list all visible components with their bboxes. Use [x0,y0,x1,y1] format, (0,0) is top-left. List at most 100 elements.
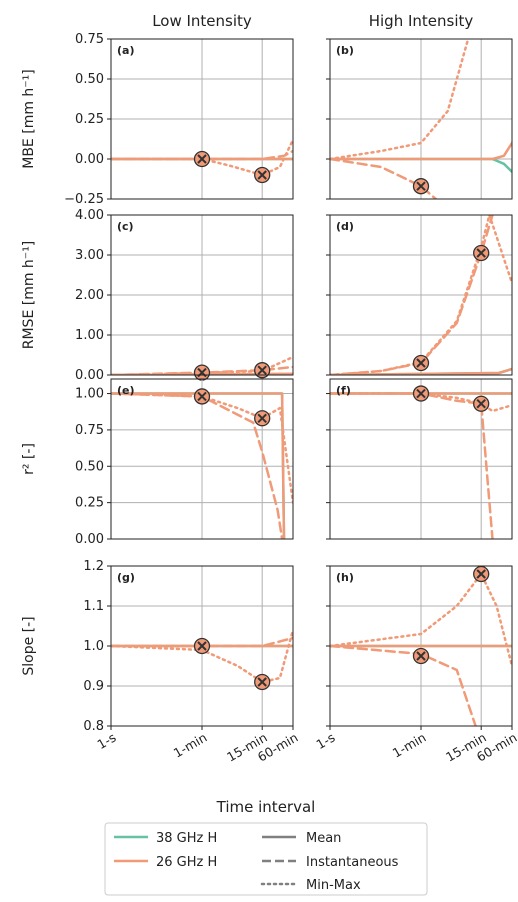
series-line-26ghz-dotted [330,39,470,161]
legend-label-minmax: Min-Max [306,878,361,893]
marker-point [473,565,490,583]
series-line-26ghz-dashed [330,157,438,199]
marker-cross [257,677,267,687]
panel: (b) [326,38,513,200]
y-axis-label: MBE [mm h⁻¹] [21,69,37,169]
y-axis-label: Slope [-] [21,616,37,675]
series-line-26ghz-dotted [111,355,293,375]
legend-label-mean: Mean [306,831,341,846]
series-line-26ghz-dotted [330,392,512,413]
y-tick-label: 0.50 [75,72,104,87]
panel-label: (e) [117,384,135,397]
series-line-26ghz-dashed [111,392,284,539]
marker-cross [197,641,207,651]
column-title-high-intensity: High Intensity [369,12,474,30]
y-axis-label: r² [-] [21,443,37,475]
panel-label: (h) [336,571,354,584]
y-tick-label: 2.00 [75,288,104,303]
x-tick-label: 1-s [314,730,338,752]
legend-label-instantaneous: Instantaneous [306,855,399,870]
y-tick-label: 1.00 [75,328,104,343]
panel: (e) 0.00 0.25 0.50 0.75 1.00 [75,378,294,547]
column-title-low-intensity: Low Intensity [152,12,252,30]
panel-grid: MBE [mm h⁻¹] (a) −0.25 0.00 0.25 0.50 0.75 (b) R… [21,32,518,765]
panel-label: (f) [336,384,351,397]
x-axis-label: Time interval [216,798,316,816]
series-line-26ghz-dotted [330,215,512,375]
marker-point [254,362,271,379]
marker-point [412,178,430,195]
marker-cross [476,399,486,409]
marker-cross [476,248,486,258]
panel-frame [110,378,294,540]
panel-label: (a) [117,44,134,57]
y-tick-label: 0.25 [75,496,104,511]
marker-point [254,410,271,427]
series-line-26ghz-dotted [111,392,293,504]
x-tick-label: 1-min [390,730,429,761]
y-tick-label: 1.00 [75,387,104,402]
series-line-26ghz-solid [330,367,512,375]
marker-cross [257,365,267,375]
marker-cross [257,170,267,180]
series-group [330,39,512,199]
marker-point [193,637,211,655]
marker-point [473,244,490,262]
series-line-26ghz-solid [111,392,286,539]
marker-cross [416,651,426,661]
x-tick-label: 1-min [171,730,210,761]
y-tick-label: 0.8 [83,719,104,734]
y-tick-label: 0.50 [75,459,104,474]
marker-point [254,166,271,184]
series-line-26ghz-dashed [111,636,293,648]
marker-point [193,388,211,405]
series-line-26ghz-solid [330,141,512,161]
y-tick-label: 0.00 [75,368,104,383]
y-tick-label: 1.2 [83,559,104,574]
marker-cross [416,388,426,399]
legend-label-26ghz: 26 GHz H [156,855,217,870]
marker-point [254,673,271,691]
marker-cross [197,154,207,164]
y-tick-label: 0.00 [75,532,104,547]
panel: (f) [326,378,513,540]
y-tick-label: 0.75 [75,32,104,47]
y-axis-label: RMSE [mm h⁻¹] [21,241,37,350]
marker-point [412,647,430,665]
marker-cross [257,413,267,423]
y-tick-label: 0.75 [75,423,104,438]
panel-label: (b) [336,44,354,57]
legend: 38 GHz H 26 GHz H Mean Instantaneous Min… [104,822,428,896]
panel-frame [329,378,513,540]
series-line-26ghz-dotted [330,572,512,668]
panel: (a) −0.25 0.00 0.25 0.50 0.75 [64,32,294,207]
y-tick-label: 0.9 [83,679,104,694]
series-line-26ghz-dotted [111,628,293,684]
y-tick-label: 1.1 [83,599,104,614]
marker-point [193,364,211,381]
y-tick-label: 0.00 [75,152,104,167]
panel-label: (g) [117,571,135,584]
series-group [330,572,512,726]
y-tick-label: 3.00 [75,248,104,263]
series-group [111,138,293,177]
series-line-26ghz-dashed [330,644,477,726]
y-tick-label: 4.00 [75,208,104,223]
marker-cross [416,358,426,368]
marker-point [473,395,490,412]
marker-cross [197,391,207,402]
legend-label-38ghz: 38 GHz H [156,831,217,846]
series-line-26ghz-dashed [330,392,494,539]
legend-frame [104,822,428,896]
panel-label: (c) [117,220,134,233]
panel: (c) 0.00 1.00 2.00 3.00 4.00 [75,208,294,383]
panel-label: (d) [336,220,354,233]
marker-point [412,354,430,372]
y-tick-label: −0.25 [64,192,104,207]
y-tick-label: 0.25 [75,112,104,127]
panel: (d) [326,214,513,376]
marker-cross [416,181,426,191]
